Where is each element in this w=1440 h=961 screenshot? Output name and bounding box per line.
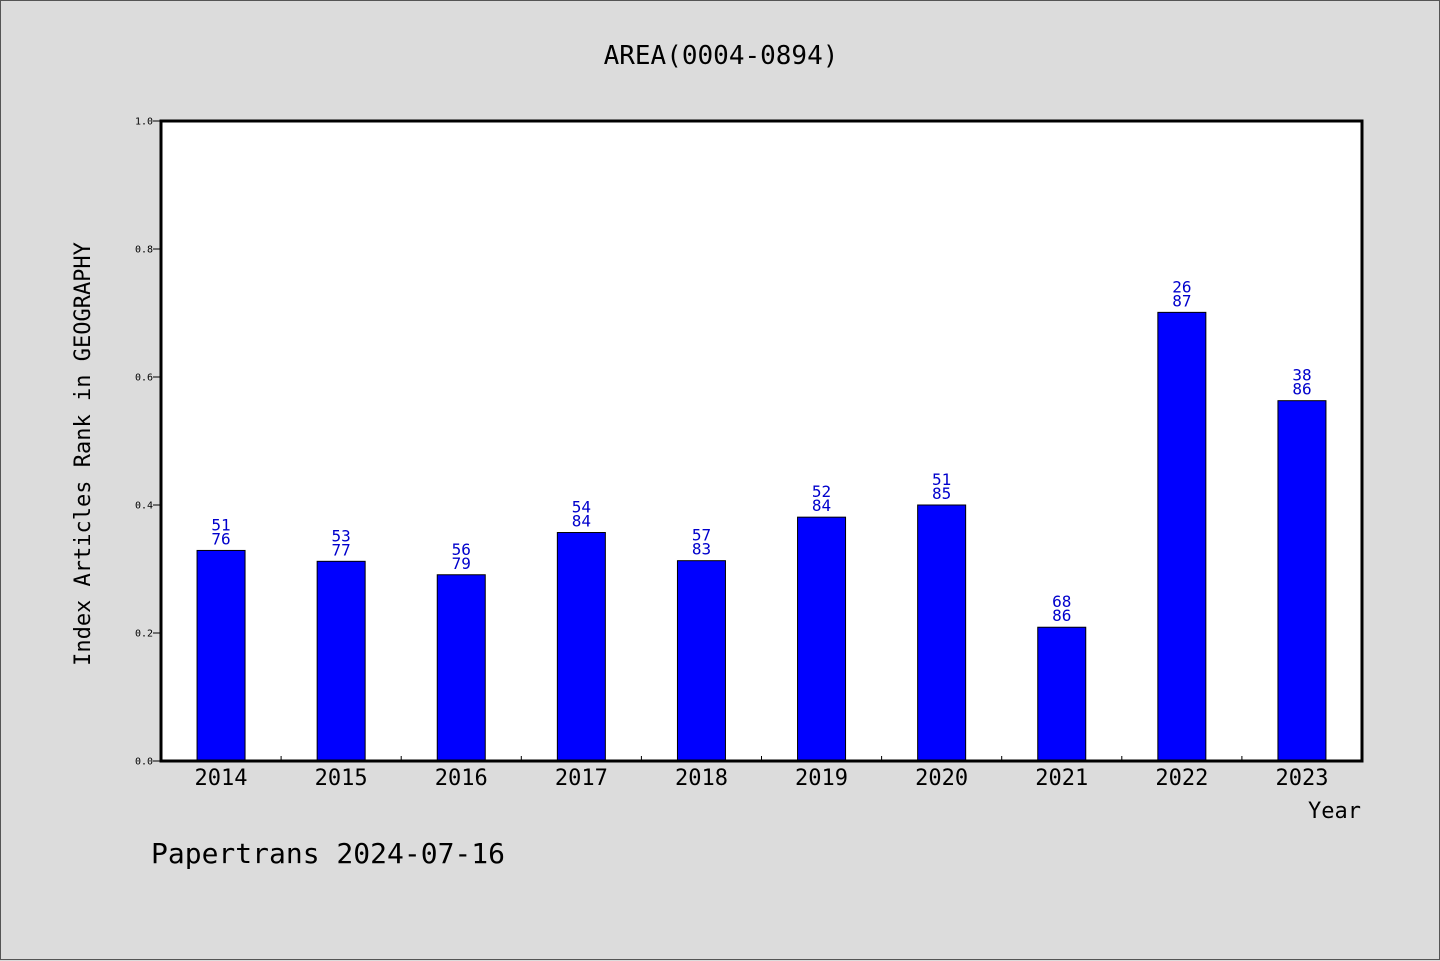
bar-label-rank: 53: [332, 526, 351, 545]
x-tick-label: 2014: [195, 766, 248, 791]
bar-label-total: 77: [332, 540, 351, 559]
bar-label-total: 79: [452, 554, 471, 573]
bar-label-rank: 52: [812, 482, 831, 501]
bar: [917, 504, 967, 762]
bar: [1157, 311, 1207, 762]
y-tick-label: 0.2: [135, 629, 153, 640]
bar: [316, 560, 366, 762]
bar-label-rank: 26: [1172, 277, 1191, 296]
bar: [1277, 400, 1327, 762]
x-axis-label: Year: [1308, 799, 1361, 824]
y-tick-label: 0.4: [135, 501, 153, 512]
x-tick-label: 2015: [315, 766, 368, 791]
plot-layer: 0.00.20.40.60.81.05176201453772015567920…: [135, 117, 1364, 791]
bar-label-total: 85: [932, 484, 951, 503]
y-tick-label: 0.6: [135, 373, 153, 384]
footer-text: Papertrans 2024-07-16: [151, 837, 505, 870]
bar-label-total: 87: [1172, 291, 1191, 310]
y-tick-label: 0.8: [135, 245, 153, 256]
bar-label-total: 76: [211, 529, 230, 548]
bar-label-total: 86: [1292, 380, 1311, 399]
plot-border: [159, 119, 1364, 763]
bar-label-total: 84: [572, 512, 591, 531]
y-tick-label: 1.0: [135, 117, 153, 128]
bar: [436, 574, 486, 762]
x-tick-label: 2023: [1275, 766, 1328, 791]
bar-label-rank: 54: [572, 498, 591, 517]
bar-label-rank: 51: [932, 470, 951, 489]
bar: [556, 532, 606, 762]
bar-label-rank: 38: [1292, 366, 1311, 385]
x-tick-label: 2017: [555, 766, 608, 791]
bar-label-rank: 68: [1052, 592, 1071, 611]
bar-label-rank: 51: [211, 515, 230, 534]
bar: [797, 516, 847, 762]
bar-label-total: 84: [812, 496, 831, 515]
x-tick-label: 2018: [675, 766, 728, 791]
x-tick-label: 2020: [915, 766, 968, 791]
bar-label-rank: 57: [692, 526, 711, 545]
bar-label-rank: 56: [452, 540, 471, 559]
x-tick-label: 2021: [1035, 766, 1088, 791]
y-axis-label: Index Articles Rank in GEOGRAPHY: [71, 242, 96, 666]
x-tick-label: 2022: [1155, 766, 1208, 791]
y-tick-label: 0.0: [135, 757, 153, 768]
bar: [676, 560, 726, 762]
x-tick-label: 2019: [795, 766, 848, 791]
bar-label-total: 83: [692, 540, 711, 559]
chart-title: AREA(0004-0894): [604, 41, 839, 71]
bar: [196, 549, 246, 762]
bar-label-total: 86: [1052, 606, 1071, 625]
x-tick-label: 2016: [435, 766, 488, 791]
bar: [1037, 626, 1087, 762]
